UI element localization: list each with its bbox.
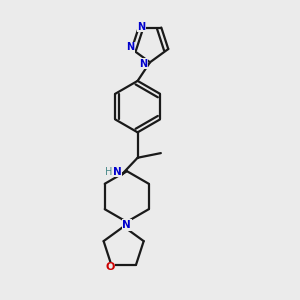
Text: N: N (126, 42, 134, 52)
Text: N: N (113, 167, 122, 177)
Text: N: N (122, 220, 131, 230)
Text: H: H (105, 167, 112, 177)
Text: N: N (137, 22, 145, 32)
Text: O: O (105, 262, 114, 272)
Text: N: N (139, 59, 147, 69)
